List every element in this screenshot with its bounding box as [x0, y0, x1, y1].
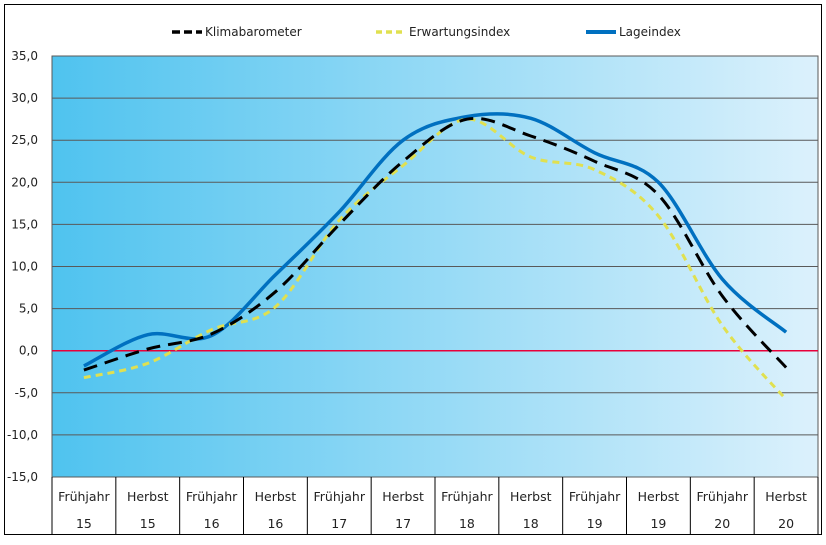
- x-tick-year: 17: [395, 516, 411, 531]
- x-tick-season: Herbst: [765, 489, 807, 504]
- x-tick-year: 19: [650, 516, 666, 531]
- x-tick-year: 17: [331, 516, 347, 531]
- x-tick-season: Frühjahr: [697, 489, 749, 504]
- y-tick-label: -15,0: [7, 470, 38, 484]
- x-tick-season: Frühjahr: [186, 489, 238, 504]
- x-tick-season: Herbst: [510, 489, 552, 504]
- x-tick-season: Herbst: [382, 489, 424, 504]
- y-tick-label: 20,0: [11, 175, 38, 189]
- y-tick-label: 30,0: [11, 91, 38, 105]
- x-tick-season: Herbst: [638, 489, 680, 504]
- y-tick-label: 15,0: [11, 217, 38, 231]
- x-tick-year: 20: [778, 516, 794, 531]
- legend: Klimabarometer Erwartungsindex Lageindex: [172, 25, 681, 39]
- series-line-klimabarometer: [83, 116, 788, 372]
- x-axis-table: Frühjahr 15 Herbst 15 Frühjahr 16 Herbst 16 Früh…: [51, 477, 819, 534]
- x-tick-year: 16: [204, 516, 220, 531]
- y-axis-ticks: 35,0 30,0 25,0 20,0 15,0 10,0 5,0 0,0 -5,0 -10,0 -…: [7, 49, 38, 484]
- legend-label: Klimabarometer: [205, 25, 302, 39]
- y-tick-label: 25,0: [11, 133, 38, 147]
- x-tick-season: Frühjahr: [569, 489, 621, 504]
- y-tick-label: 5,0: [19, 302, 38, 316]
- series-lines: [83, 112, 788, 401]
- x-tick-season: Frühjahr: [441, 489, 493, 504]
- x-tick-year: 15: [140, 516, 156, 531]
- x-tick-year: 15: [76, 516, 92, 531]
- y-tick-label: 35,0: [11, 49, 38, 63]
- y-tick-label: 10,0: [11, 260, 38, 274]
- legend-label: Lageindex: [619, 25, 681, 39]
- x-tick-season: Herbst: [127, 489, 169, 504]
- x-tick-year: 19: [587, 516, 603, 531]
- x-tick-year: 18: [459, 516, 475, 531]
- x-tick-season: Herbst: [255, 489, 297, 504]
- x-tick-year: 16: [267, 516, 283, 531]
- y-tick-label: -10,0: [7, 428, 38, 442]
- x-tick-year: 18: [523, 516, 539, 531]
- y-tick-label: -5,0: [15, 386, 38, 400]
- y-tick-label: 0,0: [19, 344, 38, 358]
- x-tick-year: 20: [714, 516, 730, 531]
- x-tick-season: Frühjahr: [314, 489, 366, 504]
- legend-label: Erwartungsindex: [409, 25, 510, 39]
- x-tick-season: Frühjahr: [58, 489, 110, 504]
